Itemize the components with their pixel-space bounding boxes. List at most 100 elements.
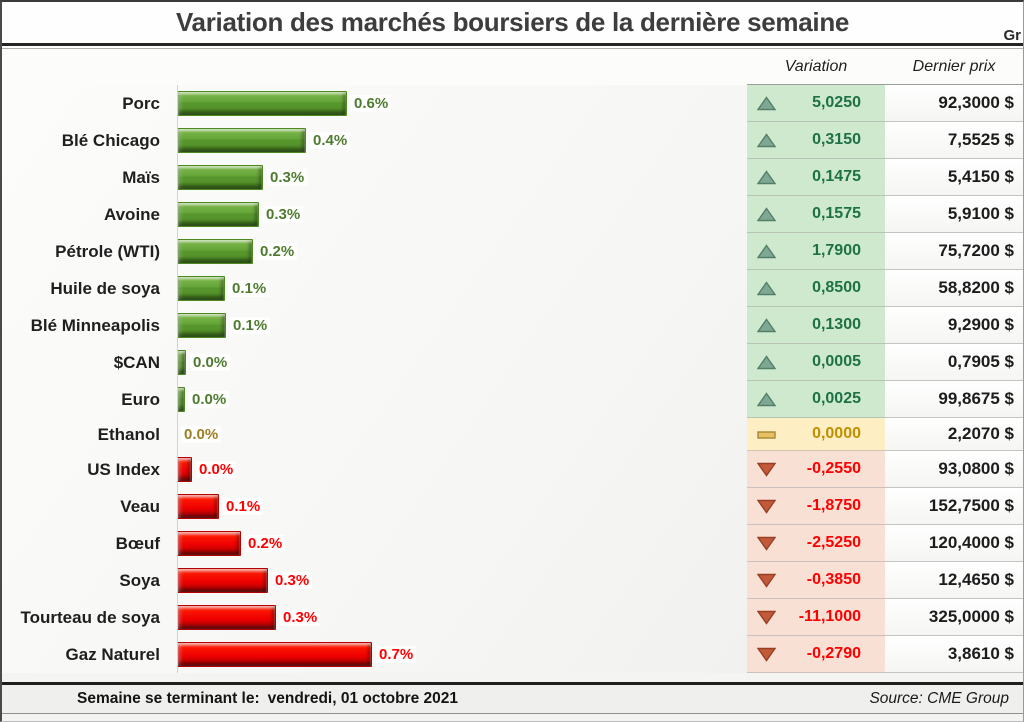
bar-value-label: 0.0% [190,354,231,371]
triangle-up-icon [757,280,776,297]
triangle-down-icon [757,498,776,515]
bar [177,350,186,375]
bar-value-label: 0.7% [376,646,417,663]
bar [177,313,226,338]
category-label: $CAN [113,352,160,372]
price-value: 5,9100 $ [885,196,1023,233]
variation-value: -0,3850 [806,571,861,588]
price-value: 99,8675 $ [885,381,1023,418]
bar-value-label: 0.2% [257,243,298,260]
variation-cell: -0,2550 [747,451,885,488]
table-bottom-spacer [2,673,1023,682]
table-row: Ethanol 0.0% 0,0000 2,2070 $ [2,418,1023,451]
variation-value: -0,2790 [806,645,861,662]
bar-track: 0.4% [169,122,747,159]
table-row: Blé Minneapolis 0.1% 0,1300 9,2900 $ [2,307,1023,344]
table-row: Huile de soya 0.1% 0,8500 58,8200 $ [2,270,1023,307]
bar [177,276,225,301]
triangle-down-icon [757,646,776,663]
bar-value-label: 0.1% [223,498,264,515]
title-divider [2,48,1023,49]
week-ending-date: vendredi, 01 octobre 2021 [267,690,459,707]
bar-track: 0.0% [169,381,747,418]
bar [177,239,253,264]
bar [177,387,185,412]
price-value: 92,3000 $ [885,85,1023,122]
bar [177,531,241,556]
price-value: 75,7200 $ [885,233,1023,270]
category-label: Maïs [122,167,160,187]
triangle-up-icon [757,206,776,223]
bar-track: 0.0% [169,451,747,488]
variation-value: 0,8500 [812,279,861,296]
price-value: 3,8610 $ [885,636,1023,673]
variation-value: 0,0025 [812,390,861,407]
bar-value-label: 0.1% [229,280,270,297]
table-row: Avoine 0.3% 0,1575 5,9100 $ [2,196,1023,233]
bar-value-label: 0.3% [267,169,308,186]
bar-track: 0.0% [169,418,747,451]
variation-value: 0,1575 [812,205,861,222]
bar [177,568,268,593]
price-value: 152,7500 $ [885,488,1023,525]
variation-value: 5,0250 [812,94,861,111]
variation-value: 0,1300 [812,316,861,333]
bar-track: 0.3% [169,562,747,599]
bar-track: 0.1% [169,270,747,307]
chart-and-table-rows: Porc 0.6% 5,0250 92,3000 $ Blé Chic [2,85,1023,673]
bar-track: 0.1% [169,307,747,344]
bar-track: 0.1% [169,488,747,525]
bar-value-label: 0.0% [181,426,222,443]
table-row: Bœuf 0.2% -2,5250 120,4000 $ [2,525,1023,562]
triangle-up-icon [757,317,776,334]
page-title: Variation des marchés boursiers de la de… [175,7,850,37]
category-label: Soya [119,570,160,590]
variation-cell: -0,3850 [747,562,885,599]
category-label: Porc [122,93,160,113]
table-row: US Index 0.0% -0,2550 93,0800 $ [2,451,1023,488]
table-row: Soya 0.3% -0,3850 12,4650 $ [2,562,1023,599]
title-bar: Variation des marchés boursiers de la de… [2,2,1023,46]
category-label: Avoine [103,204,160,224]
price-value: 58,8200 $ [885,270,1023,307]
bar-track: 0.3% [169,599,747,636]
variation-value: 0,0005 [812,353,861,370]
table-row: Blé Chicago 0.4% 0,3150 7,5525 $ [2,122,1023,159]
bar [177,642,372,667]
table-header-row: Variation Dernier prix [2,49,1023,85]
header-spacer-label [2,49,169,85]
price-value: 7,5525 $ [885,122,1023,159]
category-label: Euro [121,389,160,409]
variation-value: 1,7900 [812,242,861,259]
bar-value-label: 0.4% [310,132,351,149]
header-spacer-chart [169,49,747,85]
category-label: Tourteau de soya [20,607,161,627]
week-ending-label: Semaine se terminant le: [77,690,260,707]
table-row: Veau 0.1% -1,8750 152,7500 $ [2,488,1023,525]
bar-value-label: 0.0% [189,391,230,408]
price-value: 120,4000 $ [885,525,1023,562]
category-label: Blé Minneapolis [30,315,160,335]
bar [177,91,347,116]
variation-cell: 0,1575 [747,196,885,233]
category-label: Bœuf [115,533,160,553]
variation-cell: -1,8750 [747,488,885,525]
price-value: 9,2900 $ [885,307,1023,344]
week-ending-text: Semaine se terminant le: vendredi, 01 oct… [2,690,458,708]
bar [177,494,219,519]
price-value: 12,4650 $ [885,562,1023,599]
variation-value: -0,2550 [806,460,861,477]
triangle-down-icon [757,461,776,478]
triangle-down-icon [757,572,776,589]
variation-value: -11,1000 [798,608,861,625]
price-value: 2,2070 $ [885,418,1023,451]
bar-track: 0.6% [169,85,747,122]
table-row: Porc 0.6% 5,0250 92,3000 $ [2,85,1023,122]
variation-cell: 0,3150 [747,122,885,159]
category-label: Pétrole (WTI) [55,241,160,261]
variation-cell: -2,5250 [747,525,885,562]
variation-cell: 0,0000 [747,418,885,451]
bar [177,165,263,190]
bottom-strip [2,714,1023,721]
